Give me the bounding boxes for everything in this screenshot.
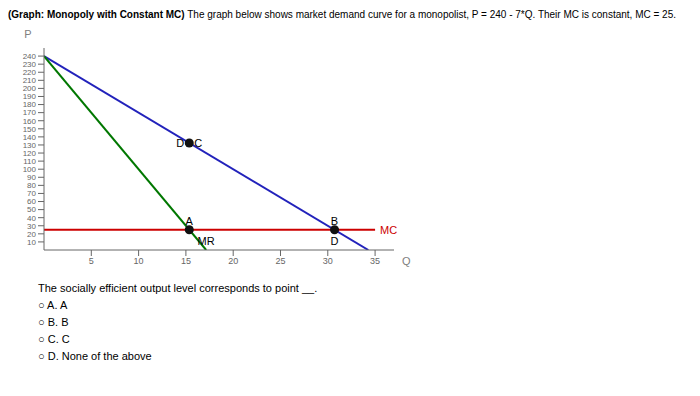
svg-text:5: 5 <box>89 256 94 266</box>
html-text:(Graph: Monopoly with Constant: (Graph: Monopoly with Constant MC) The g… <box>8 9 676 20</box>
svg-text:MR: MR <box>198 235 215 247</box>
svg-text:A: A <box>186 215 194 227</box>
svg-text:20: 20 <box>228 256 238 266</box>
svg-text:25: 25 <box>275 256 285 266</box>
svg-text:230: 230 <box>23 60 37 69</box>
svg-text:20: 20 <box>27 230 36 239</box>
svg-text:C: C <box>194 137 202 149</box>
svg-text:130: 130 <box>23 141 37 150</box>
svg-text:30: 30 <box>323 256 333 266</box>
html-text:○ D. None of the above: ○ D. None of the above <box>38 350 152 362</box>
svg-text:100: 100 <box>23 165 37 174</box>
svg-text:210: 210 <box>23 76 37 85</box>
svg-text:MC: MC <box>380 224 397 236</box>
svg-text:220: 220 <box>23 68 37 77</box>
svg-text:110: 110 <box>23 157 36 166</box>
svg-text:200: 200 <box>23 84 37 93</box>
svg-text:B: B <box>331 215 338 227</box>
svg-text:P: P <box>24 28 31 40</box>
svg-text:70: 70 <box>27 189 36 198</box>
html-text:○ C. C: ○ C. C <box>38 333 70 345</box>
svg-text:D: D <box>176 137 184 149</box>
svg-text:Q: Q <box>402 255 411 267</box>
svg-text:15: 15 <box>181 256 191 266</box>
html-text:The socially efficient output: The socially efficient output level corr… <box>38 282 318 294</box>
svg-text:60: 60 <box>27 197 36 206</box>
svg-text:160: 160 <box>23 117 37 126</box>
svg-text:240: 240 <box>23 52 37 61</box>
svg-text:180: 180 <box>23 100 37 109</box>
svg-text:10: 10 <box>27 238 36 247</box>
html-text:○ A. A: ○ A. A <box>38 299 68 311</box>
svg-text:170: 170 <box>23 108 37 117</box>
svg-text:190: 190 <box>23 92 37 101</box>
svg-text:35: 35 <box>370 256 380 266</box>
svg-text:D: D <box>331 235 339 247</box>
svg-text:80: 80 <box>27 181 36 190</box>
svg-text:90: 90 <box>27 173 36 182</box>
svg-text:30: 30 <box>27 222 36 231</box>
svg-text:40: 40 <box>27 214 36 223</box>
svg-text:50: 50 <box>27 205 36 214</box>
html-text:○ B. B: ○ B. B <box>38 316 69 328</box>
svg-text:140: 140 <box>23 133 37 142</box>
svg-text:10: 10 <box>134 256 144 266</box>
svg-text:120: 120 <box>23 149 37 158</box>
svg-text:150: 150 <box>23 125 37 134</box>
